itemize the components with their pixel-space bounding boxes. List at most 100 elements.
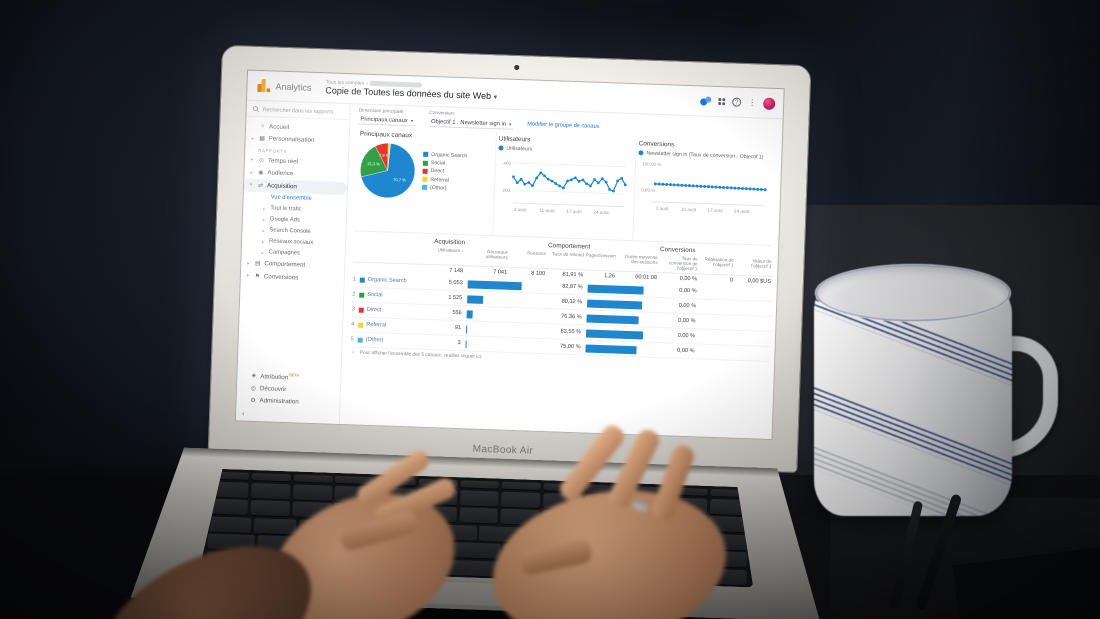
data-point[interactable] xyxy=(729,186,733,190)
data-point[interactable] xyxy=(706,184,710,188)
bounce-bar xyxy=(585,344,637,355)
data-point[interactable] xyxy=(756,187,760,191)
sidebar-collapse-icon[interactable]: ‹ xyxy=(241,410,245,418)
key[interactable] xyxy=(710,489,749,497)
key[interactable] xyxy=(460,490,499,506)
sidebar-item-administration[interactable]: ⚙ Administration xyxy=(236,394,339,410)
key[interactable] xyxy=(501,491,540,507)
totals-row-spacer xyxy=(353,268,433,271)
column-header[interactable]: Utilisateurs ↓ xyxy=(433,245,467,267)
column-header[interactable]: Pages/session xyxy=(585,250,618,272)
sidebar-subitem-label: Vue d'ensemble xyxy=(270,194,312,202)
data-point[interactable] xyxy=(763,187,767,191)
sidebar-item-label: Temps réel xyxy=(267,157,299,166)
key[interactable] xyxy=(502,482,541,490)
overview-charts: Principaux canaux 70,7 % 21,3 % 7,8 % Orga… xyxy=(354,126,776,246)
data-point[interactable] xyxy=(687,183,691,187)
data-point[interactable] xyxy=(657,182,661,186)
sidebar-item-label: Comportement xyxy=(264,260,306,269)
data-point[interactable] xyxy=(661,182,665,186)
data-point[interactable] xyxy=(752,187,756,191)
key[interactable] xyxy=(459,507,498,523)
column-header[interactable]: Réalisation de l'objectif 1 xyxy=(699,254,736,277)
key[interactable] xyxy=(252,473,291,481)
key[interactable] xyxy=(460,480,499,488)
column-header[interactable]: Valeur de l'objectif 1 xyxy=(735,256,774,278)
channel-link[interactable]: Social xyxy=(367,292,383,299)
key[interactable] xyxy=(253,518,296,534)
column-header[interactable]: Durée moyenne des sessions xyxy=(617,252,660,274)
product-name: Analytics xyxy=(275,81,312,93)
x-tick-label: 10 août xyxy=(539,208,555,214)
data-point[interactable] xyxy=(684,183,688,187)
pagination-prev-icon[interactable]: ‹ xyxy=(352,350,354,356)
expander-icon: ▾ xyxy=(249,181,253,188)
pie-legend-item: Direct xyxy=(422,168,467,176)
more-menu-icon[interactable]: ⋮ xyxy=(748,97,757,107)
legend-swatch xyxy=(422,176,428,183)
data-point[interactable] xyxy=(740,186,744,190)
key[interactable] xyxy=(454,542,501,559)
bounce-bar xyxy=(586,314,639,325)
data-point[interactable] xyxy=(725,185,729,189)
pie-legend-item: Social xyxy=(422,160,467,168)
row-rank: 5 xyxy=(350,336,354,343)
data-point[interactable] xyxy=(672,183,676,187)
data-point[interactable] xyxy=(703,184,707,188)
data-point[interactable] xyxy=(680,183,684,187)
channel-link[interactable]: Direct xyxy=(366,307,382,314)
key[interactable] xyxy=(208,516,251,532)
chevron-down-icon: ▾ xyxy=(410,117,414,123)
bullet-icon: ▸ xyxy=(262,227,265,233)
conversion-select[interactable]: Objectif 1 : Newsletter sign in ▾ xyxy=(428,117,514,130)
legend-label: Direct xyxy=(430,168,445,175)
key[interactable] xyxy=(251,500,290,516)
data-point[interactable] xyxy=(733,186,737,190)
dimension-select[interactable]: Principaux canaux ▾ xyxy=(358,114,416,126)
insights-notification-icon[interactable] xyxy=(699,96,711,106)
data-point[interactable] xyxy=(699,184,703,188)
data-point[interactable] xyxy=(710,185,714,189)
key[interactable] xyxy=(210,472,249,480)
apps-grid-icon[interactable] xyxy=(717,97,726,106)
data-point[interactable] xyxy=(691,184,695,188)
help-icon[interactable]: ? xyxy=(732,97,742,107)
data-point[interactable] xyxy=(714,185,718,189)
pie-chart-section: Principaux canaux 70,7 % 21,3 % 7,8 % Orga… xyxy=(355,127,497,235)
data-point[interactable] xyxy=(744,186,748,190)
data-point[interactable] xyxy=(695,184,699,188)
data-point[interactable] xyxy=(748,187,752,191)
table-footer-note[interactable]: Pour afficher l'ensemble des 5 canaux, v… xyxy=(359,350,483,361)
data-point[interactable] xyxy=(668,182,672,186)
key[interactable] xyxy=(293,474,332,482)
data-point[interactable] xyxy=(722,185,726,189)
data-point[interactable] xyxy=(665,182,669,186)
legend-dot xyxy=(498,145,504,151)
key[interactable] xyxy=(293,484,332,500)
data-point[interactable] xyxy=(676,183,680,187)
bounce-bar xyxy=(585,329,644,340)
channel-link[interactable]: Referral xyxy=(366,322,387,329)
user-avatar[interactable] xyxy=(763,97,776,110)
macbook-air-laptop: Analytics Tous les comptes › Copie de To… xyxy=(130,34,840,619)
bullet-icon: ▸ xyxy=(261,249,264,255)
x-tick-label: 17 août xyxy=(566,209,582,215)
column-header[interactable]: Nouveaux utilisateurs xyxy=(465,246,510,269)
key[interactable] xyxy=(210,481,249,497)
key[interactable] xyxy=(209,498,248,514)
x-tick-label: 3 août xyxy=(514,207,528,212)
column-header[interactable]: Taux de conversion de l'objectif 1 xyxy=(659,253,700,275)
channel-link[interactable]: (Other) xyxy=(365,337,384,344)
data-point[interactable] xyxy=(718,185,722,189)
channel-link[interactable]: Organic Search xyxy=(367,277,407,285)
data-point[interactable] xyxy=(653,182,657,186)
column-header[interactable]: Taux de rebond xyxy=(547,249,586,271)
column-header[interactable]: Sessions xyxy=(509,248,548,270)
data-point[interactable] xyxy=(759,187,763,191)
key[interactable] xyxy=(251,482,290,498)
data-point[interactable] xyxy=(737,186,741,190)
key[interactable] xyxy=(709,498,748,514)
sidebar-item-label: Personnalisation xyxy=(268,135,315,145)
edit-channel-group-link[interactable]: Modifier le groupe de canaux xyxy=(527,121,600,130)
expander-icon: ▸ xyxy=(246,272,250,278)
